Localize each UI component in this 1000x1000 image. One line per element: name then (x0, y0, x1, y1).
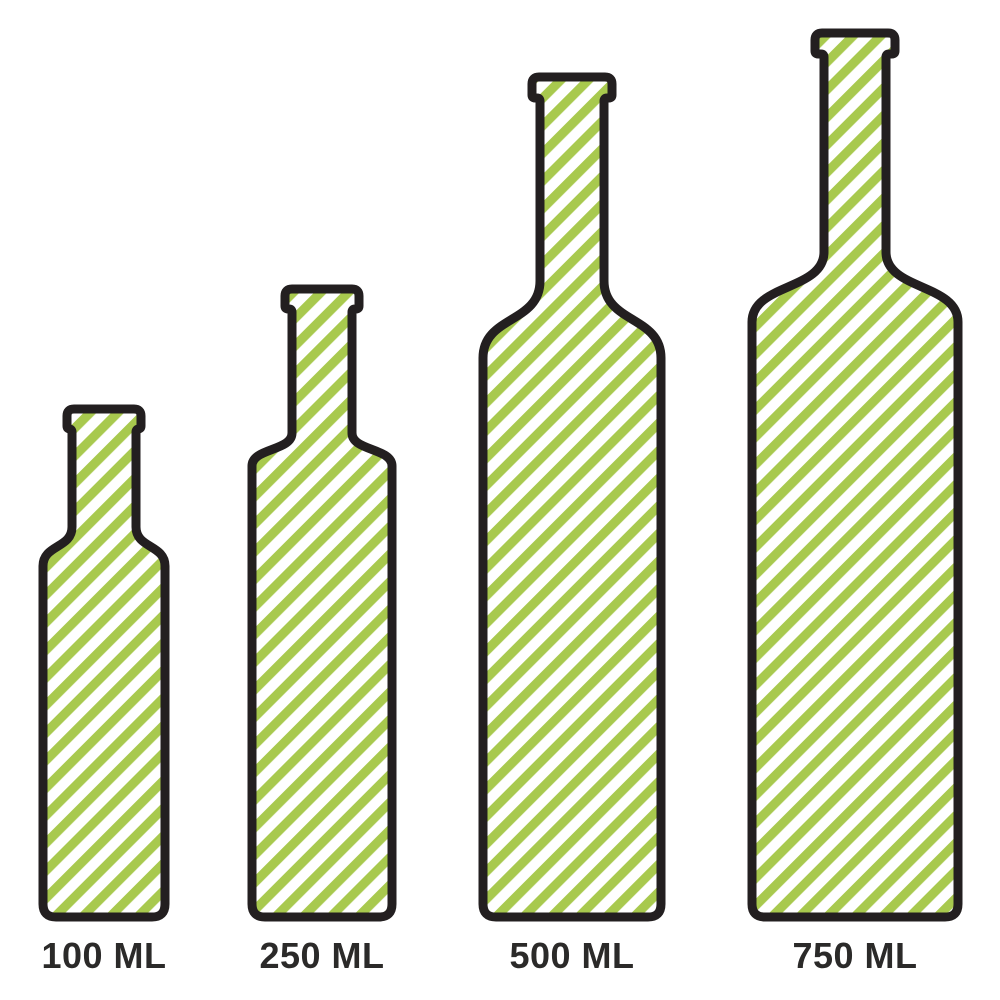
bottle-100ml (38, 404, 170, 922)
bottle-label-500ml: 500 ML (509, 935, 634, 976)
labels-group: 100 ML 250 ML 500 ML 750 ML (41, 935, 917, 976)
bottle-500ml (478, 72, 666, 922)
bottle-label-250ml: 250 ML (259, 935, 384, 976)
bottle-750ml (747, 28, 963, 922)
bottle-250ml (247, 284, 397, 922)
bottle-label-100ml: 100 ML (41, 935, 166, 976)
bottles-group (38, 28, 963, 922)
bottle-label-750ml: 750 ML (792, 935, 917, 976)
